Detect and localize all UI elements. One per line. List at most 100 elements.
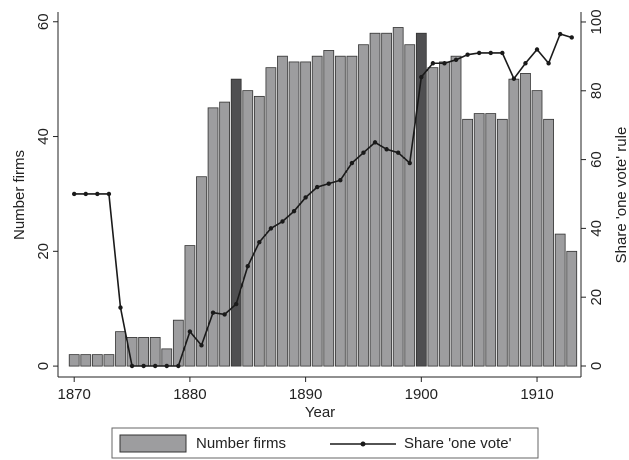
bar	[392, 27, 404, 367]
y2-tick-label: 60	[588, 151, 605, 168]
bar	[439, 61, 450, 367]
bar	[311, 55, 323, 367]
line-point	[465, 52, 470, 57]
line-point	[534, 47, 540, 52]
line-point	[442, 61, 447, 66]
y2-tick-label: 100	[588, 9, 605, 34]
line-point	[291, 208, 297, 214]
legend-point	[360, 441, 366, 447]
bar	[68, 354, 80, 367]
line-point	[361, 150, 366, 155]
bar	[242, 90, 254, 367]
bar	[404, 44, 416, 367]
line-point	[83, 191, 88, 197]
bar	[138, 337, 149, 367]
line-point	[511, 76, 517, 81]
bar	[265, 67, 277, 367]
bar	[485, 113, 497, 367]
bar	[381, 32, 392, 367]
y-tick-label: 0	[35, 362, 52, 370]
bar	[358, 44, 369, 367]
bar	[184, 245, 196, 367]
bar	[369, 32, 381, 367]
bar	[543, 118, 554, 367]
line-point	[349, 160, 355, 166]
line-point	[268, 226, 274, 231]
x-axis-label: Year	[305, 404, 335, 421]
line-point	[245, 264, 250, 269]
line-point	[210, 310, 216, 315]
line-point	[488, 50, 493, 56]
bar	[346, 55, 358, 367]
line-point	[106, 191, 112, 197]
x-tick-label: 1870	[58, 386, 91, 403]
bar	[115, 331, 126, 367]
bar	[520, 73, 531, 367]
bar	[462, 118, 473, 367]
bar	[230, 78, 242, 367]
line-point	[523, 61, 528, 66]
bar	[80, 354, 92, 367]
y-tick-label: 40	[35, 128, 52, 145]
line-point	[129, 363, 135, 369]
line-point	[199, 343, 204, 348]
x-tick-label: 1900	[405, 386, 438, 403]
y2-tick-label: 20	[588, 289, 605, 306]
line-point	[118, 305, 123, 310]
x-tick-label: 1890	[289, 386, 322, 403]
bar	[196, 176, 207, 367]
line-point	[233, 301, 239, 307]
line-point	[176, 363, 181, 369]
y-tick-label: 60	[35, 13, 52, 30]
line-point	[314, 184, 320, 190]
line-point	[395, 150, 401, 155]
bar	[496, 118, 508, 367]
line-point	[164, 363, 169, 369]
bar	[149, 337, 161, 367]
bar	[288, 61, 300, 367]
line-point	[338, 178, 343, 183]
x-tick-label: 1910	[520, 386, 553, 403]
line-point	[372, 140, 378, 145]
line-point	[384, 147, 389, 152]
line-point	[187, 329, 193, 334]
bar	[334, 55, 346, 367]
bar	[219, 101, 230, 367]
line-point	[430, 61, 436, 66]
x-tick-label: 1880	[173, 386, 206, 403]
bar	[103, 354, 115, 367]
bar	[566, 250, 578, 367]
line-point	[419, 74, 424, 80]
line-point	[546, 61, 551, 66]
line-point	[303, 195, 308, 200]
bar	[554, 233, 566, 367]
bar	[300, 61, 311, 367]
line-point	[476, 50, 482, 56]
bar	[172, 319, 184, 367]
bar	[508, 78, 520, 367]
bar	[323, 50, 335, 367]
line-point	[326, 181, 331, 186]
bar	[91, 354, 103, 367]
y2-axis-label: Share 'one vote' rule	[613, 127, 629, 264]
bar	[277, 55, 288, 367]
y2-tick-label: 40	[588, 220, 605, 237]
line-point	[257, 239, 262, 245]
line-point	[280, 219, 285, 224]
bar	[207, 107, 219, 367]
legend-swatch	[119, 434, 187, 453]
bar	[450, 55, 462, 367]
line-point	[453, 57, 459, 63]
line-point	[152, 363, 158, 369]
legend-label: Number firms	[196, 435, 286, 452]
bar	[427, 67, 439, 367]
y-tick-label: 20	[35, 243, 52, 260]
line-point	[500, 50, 505, 56]
bar	[473, 113, 485, 367]
line-point	[141, 363, 146, 369]
line-point	[569, 35, 574, 40]
line-point	[95, 191, 100, 197]
line-point	[71, 191, 77, 197]
bar	[161, 348, 173, 367]
y2-tick-label: 0	[588, 362, 605, 370]
